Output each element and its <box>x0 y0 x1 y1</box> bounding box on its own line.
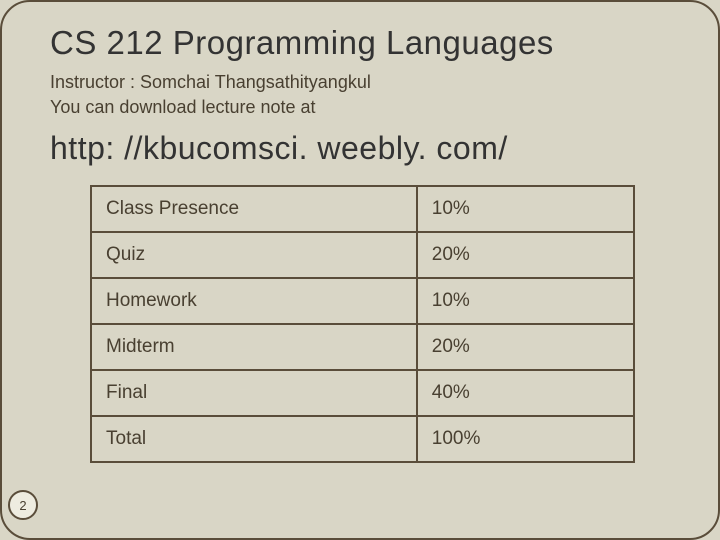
page-number: 2 <box>19 498 26 513</box>
grade-component: Class Presence <box>91 186 417 232</box>
table-row: Class Presence 10% <box>91 186 634 232</box>
table-row: Homework 10% <box>91 278 634 324</box>
slide-frame: CS 212 Programming Languages Instructor … <box>0 0 720 540</box>
grade-weight: 40% <box>417 370 634 416</box>
page-number-badge: 2 <box>8 490 38 520</box>
grade-component: Homework <box>91 278 417 324</box>
course-title: CS 212 Programming Languages <box>50 24 670 62</box>
grade-weight: 10% <box>417 186 634 232</box>
lecture-url: http: //kbucomsci. weebly. com/ <box>50 130 670 167</box>
download-note: You can download lecture note at <box>50 97 670 118</box>
grading-table: Class Presence 10% Quiz 20% Homework 10%… <box>90 185 635 463</box>
grade-component: Quiz <box>91 232 417 278</box>
table-row: Final 40% <box>91 370 634 416</box>
grade-component: Final <box>91 370 417 416</box>
grade-weight: 100% <box>417 416 634 462</box>
grade-weight: 20% <box>417 324 634 370</box>
grade-weight: 20% <box>417 232 634 278</box>
grade-component: Midterm <box>91 324 417 370</box>
grade-component: Total <box>91 416 417 462</box>
instructor-line: Instructor : Somchai Thangsathityangkul <box>50 72 670 93</box>
table-row: Midterm 20% <box>91 324 634 370</box>
grade-weight: 10% <box>417 278 634 324</box>
table-row: Total 100% <box>91 416 634 462</box>
table-row: Quiz 20% <box>91 232 634 278</box>
